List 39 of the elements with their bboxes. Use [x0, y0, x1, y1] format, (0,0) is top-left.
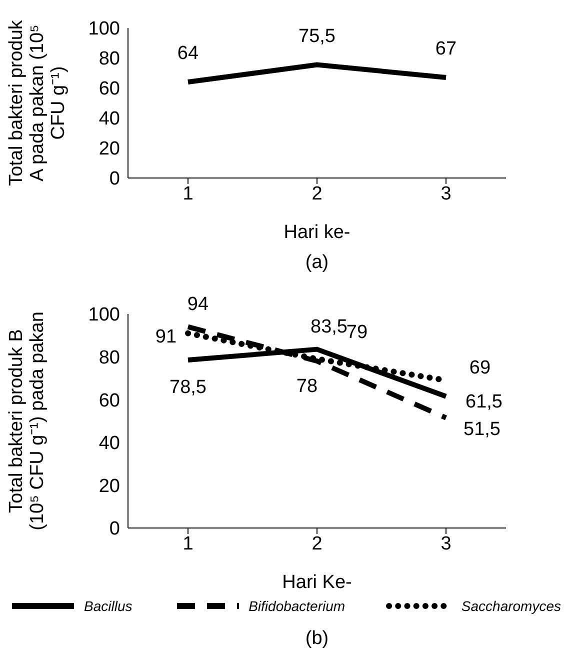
data-label: 75,5: [298, 26, 336, 47]
y-tick-label: 40: [98, 433, 120, 454]
x-tick-label: 3: [440, 533, 452, 554]
text: (b): [304, 628, 330, 650]
y-tick-label: 100: [88, 304, 120, 326]
x-tick-label: 3: [440, 183, 452, 204]
y-tick-label: 0: [109, 168, 120, 190]
legend-label: Bacillus: [84, 598, 132, 614]
text: (a): [304, 252, 330, 274]
data-label: 51,5: [464, 418, 500, 440]
y-axis-title: Total bakteri produk B (10⁵ CFU g⁻¹) pada pakan: [6, 312, 48, 530]
y-tick-label: 20: [98, 138, 120, 160]
x-tick-label: 1: [182, 533, 194, 554]
legend-label: Saccharomyces: [461, 598, 561, 614]
legend-label: Bifidobacterium: [248, 598, 346, 614]
y-tick-label: 40: [98, 108, 120, 130]
y-tick-label: 80: [98, 48, 120, 70]
data-label: 78,5: [170, 377, 206, 398]
data-label: 94: [187, 294, 209, 315]
data-label: 67: [435, 38, 457, 60]
data-label: 78: [296, 376, 318, 398]
x-axis-title: Hari ke-: [284, 222, 350, 243]
y-tick-label: 20: [98, 476, 120, 497]
y-tick-label: 60: [98, 78, 120, 100]
x-tick-label: 2: [312, 533, 322, 554]
data-label: 61,5: [466, 391, 502, 412]
x-tick-label: 2: [312, 183, 322, 204]
data-label: 91: [155, 326, 177, 348]
data-label: 64: [177, 43, 199, 64]
y-tick-label: 60: [98, 390, 120, 412]
data-label: 69: [469, 357, 491, 378]
data-label: 83,5: [310, 316, 348, 338]
x-axis-title: Hari Ke-: [282, 572, 352, 593]
y-tick-label: 0: [109, 518, 120, 540]
x-tick-label: 1: [182, 183, 194, 204]
y-tick-label: 80: [98, 348, 120, 369]
data-label: 79: [346, 322, 368, 343]
y-axis-title: Total bakteri produk A pada pakan (10⁵ CFU g⁻¹): [6, 20, 69, 186]
y-tick-label: 100: [88, 18, 120, 40]
